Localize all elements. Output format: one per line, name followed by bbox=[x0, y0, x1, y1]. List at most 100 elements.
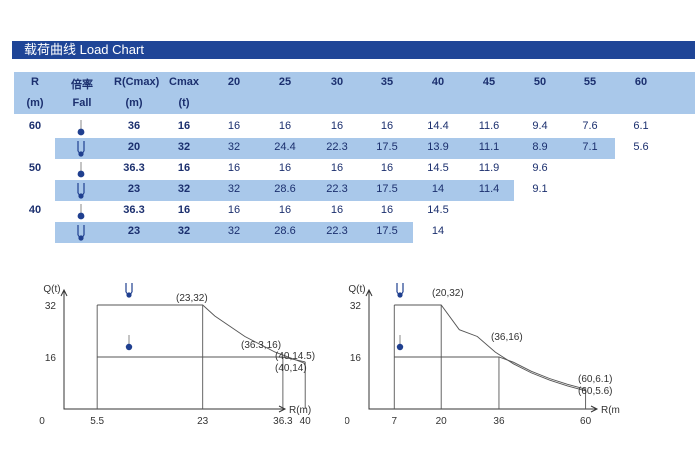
radius-header-35: 35 bbox=[380, 76, 394, 88]
load-value: 14.4 bbox=[427, 120, 449, 132]
load-value: 28.6 bbox=[274, 183, 296, 195]
x-tick-label: 40 bbox=[300, 416, 312, 427]
boom-length-label: 50 bbox=[28, 162, 42, 174]
point-annotation: (40,14) bbox=[275, 363, 307, 374]
load-value: 14 bbox=[431, 183, 445, 195]
table-row-background bbox=[55, 222, 413, 243]
page-title: 载荷曲线 Load Chart bbox=[24, 42, 144, 57]
fall-header: 倍率 bbox=[71, 79, 93, 91]
single-fall-hook-icon bbox=[76, 203, 86, 226]
boom-length-label: 40 bbox=[28, 204, 42, 216]
rcmax-value: 36.3 bbox=[123, 162, 145, 174]
load-value: 32 bbox=[227, 225, 241, 237]
x-tick-label: 60 bbox=[580, 416, 592, 427]
load-value: 14.5 bbox=[427, 204, 449, 216]
load-value: 14.5 bbox=[427, 162, 449, 174]
radius-header-60: 60 bbox=[634, 76, 648, 88]
load-value: 22.3 bbox=[326, 225, 348, 237]
load-value: 17.5 bbox=[376, 183, 398, 195]
x-axis-label: R(m) bbox=[601, 405, 620, 416]
load-value: 17.5 bbox=[376, 141, 398, 153]
y-tick-label: 32 bbox=[45, 301, 57, 312]
x-tick-label: 36 bbox=[493, 416, 505, 427]
load-value: 13.9 bbox=[427, 141, 449, 153]
load-value: 6.1 bbox=[633, 120, 649, 132]
load-value: 32 bbox=[227, 141, 241, 153]
double-fall-hook-icon bbox=[125, 283, 133, 298]
load-value: 16 bbox=[330, 120, 344, 132]
cmax-value: 16 bbox=[177, 162, 191, 174]
x-tick-label: 0 bbox=[39, 416, 45, 427]
y-tick-label: 16 bbox=[350, 353, 362, 364]
radius-header-20: 20 bbox=[227, 76, 241, 88]
load-value: 9.1 bbox=[532, 183, 548, 195]
cmax-header: Cmax bbox=[169, 76, 199, 88]
rcmax-value: 23 bbox=[127, 183, 141, 195]
title-banner: 载荷曲线 Load Chart bbox=[12, 41, 695, 59]
load-value: 9.6 bbox=[532, 162, 548, 174]
point-annotation: (20,32) bbox=[432, 288, 464, 299]
x-tick-label: 5.5 bbox=[90, 416, 104, 427]
load-value: 11.6 bbox=[478, 120, 500, 132]
rcmax-header-unit: (m) bbox=[125, 97, 143, 109]
cmax-value: 16 bbox=[177, 204, 191, 216]
cmax-value: 16 bbox=[177, 120, 191, 132]
single-fall-hook-icon bbox=[396, 335, 404, 351]
load-value: 16 bbox=[330, 162, 344, 174]
load-value: 8.9 bbox=[532, 141, 548, 153]
cmax-value: 32 bbox=[177, 141, 191, 153]
load-chart-left: Q(t) R(m) 32 16 0 5.5 23 36.3 40 (23,32) (36.3,16)… bbox=[39, 283, 315, 427]
load-value: 14 bbox=[431, 225, 445, 237]
load-value: 11.1 bbox=[478, 141, 500, 153]
load-value: 7.1 bbox=[582, 141, 598, 153]
single-fall-curve bbox=[97, 356, 306, 363]
load-value: 16 bbox=[278, 120, 292, 132]
load-value: 11.9 bbox=[478, 162, 500, 174]
table-row-background bbox=[55, 180, 514, 201]
r-header-unit: (m) bbox=[26, 97, 44, 109]
load-value: 28.6 bbox=[274, 225, 296, 237]
double-fall-curve bbox=[97, 304, 306, 364]
table-header-background bbox=[14, 72, 695, 114]
rcmax-header: R(Cmax) bbox=[114, 76, 160, 88]
radius-header-55: 55 bbox=[583, 76, 597, 88]
double-fall-hook-icon bbox=[76, 182, 86, 205]
fall-header-unit: Fall bbox=[72, 97, 92, 109]
load-value: 16 bbox=[227, 162, 241, 174]
load-value: 5.6 bbox=[633, 141, 649, 153]
double-fall-curve bbox=[394, 304, 586, 392]
point-annotation: (60,6.1) bbox=[578, 374, 612, 385]
y-tick-label: 32 bbox=[350, 301, 362, 312]
x-axis-arrow bbox=[590, 405, 599, 413]
cmax-header-unit: (t) bbox=[178, 97, 190, 109]
load-value: 17.5 bbox=[376, 225, 398, 237]
point-annotation: (23,32) bbox=[176, 293, 208, 304]
load-value: 16 bbox=[278, 204, 292, 216]
load-value: 32 bbox=[227, 183, 241, 195]
radius-header-25: 25 bbox=[278, 76, 292, 88]
x-tick-label: 23 bbox=[197, 416, 209, 427]
y-axis-arrow bbox=[365, 288, 373, 297]
load-value: 16 bbox=[380, 120, 394, 132]
point-annotation: (36.3,16) bbox=[241, 340, 281, 351]
radius-header-40: 40 bbox=[431, 76, 445, 88]
x-axis-label: R(m) bbox=[289, 405, 311, 416]
cmax-value: 32 bbox=[177, 183, 191, 195]
load-value: 16 bbox=[227, 120, 241, 132]
chart-axes bbox=[63, 290, 285, 410]
load-value: 24.4 bbox=[274, 141, 296, 153]
point-annotation: (40,14.5) bbox=[275, 351, 315, 362]
single-fall-hook-icon bbox=[76, 161, 86, 184]
radius-header-30: 30 bbox=[330, 76, 344, 88]
x-tick-label: 20 bbox=[436, 416, 448, 427]
double-fall-hook-icon bbox=[396, 283, 404, 298]
load-value: 16 bbox=[380, 204, 394, 216]
rcmax-value: 20 bbox=[127, 141, 141, 153]
load-value: 16 bbox=[380, 162, 394, 174]
boom-length-label: 60 bbox=[28, 120, 42, 132]
rcmax-value: 36.3 bbox=[123, 204, 145, 216]
x-tick-label: 7 bbox=[391, 416, 397, 427]
radius-header-50: 50 bbox=[533, 76, 547, 88]
table-row-background bbox=[55, 138, 615, 159]
load-value: 7.6 bbox=[582, 120, 598, 132]
